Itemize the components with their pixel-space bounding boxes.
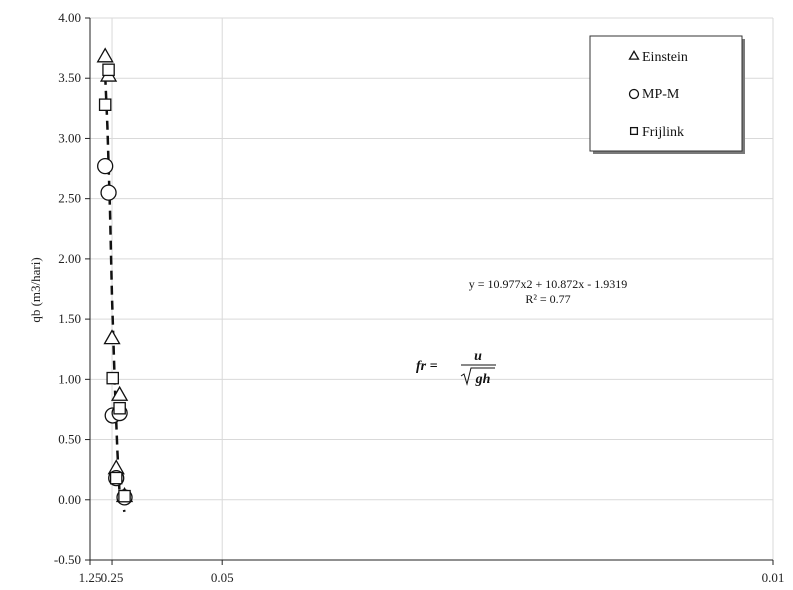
formula-denominator: gh — [475, 372, 491, 387]
trendline-path — [103, 75, 126, 513]
legend-marker-mp-m — [628, 88, 640, 100]
y-tick-label: 1.50 — [58, 311, 81, 326]
legend-label-einstein: Einstein — [642, 50, 688, 65]
mp-m-point — [100, 184, 117, 201]
x-tick-label: 0.25 — [101, 570, 124, 585]
formula-numerator: u — [474, 349, 482, 364]
legend-marker-frijlink — [629, 126, 639, 136]
legend-marker-einstein — [628, 49, 640, 60]
formula-lhs: fr = — [416, 359, 438, 374]
x-tick-label: 1.25 — [79, 570, 102, 585]
y-tick-label: 0.00 — [58, 492, 81, 507]
frijlink-point — [106, 371, 119, 385]
trendline-equation: y = 10.977x2 + 10.872x - 1.9319 — [469, 277, 628, 291]
sqrt-sign — [460, 367, 495, 386]
x-tick-label: 0.01 — [762, 570, 785, 585]
y-tick-label: -0.50 — [54, 552, 81, 567]
frijlink-point — [98, 98, 112, 111]
legend-label-frijlink: Frijlink — [642, 125, 684, 140]
froude-formula: fr = u gh — [416, 349, 496, 387]
frijlink-point — [102, 63, 115, 77]
einstein-point — [110, 385, 129, 401]
y-tick-label: 0.50 — [58, 432, 81, 447]
frijlink-point — [113, 401, 126, 415]
frijlink-point — [118, 489, 131, 503]
y-tick-label: 4.00 — [58, 10, 81, 25]
legend: Einstein MP-M Frijlink — [589, 35, 745, 154]
y-tick-label: 1.00 — [58, 371, 81, 386]
x-tick-label: 0.05 — [211, 570, 234, 585]
einstein-point — [96, 47, 114, 63]
y-axis-title: qb (m3/hari) — [28, 257, 43, 322]
y-tick-label: 2.00 — [58, 251, 81, 266]
trendline-r-squared: R² = 0.77 — [525, 292, 570, 306]
mp-m-point — [97, 157, 114, 175]
data-points — [96, 47, 134, 506]
axes: -0.50 0.00 0.50 1.00 1.50 2.00 2.50 3.00 3.50 4.0… — [54, 10, 784, 585]
frijlink-point — [109, 471, 123, 485]
y-tick-label: 3.00 — [58, 130, 81, 145]
legend-box — [589, 35, 743, 152]
y-tick-label: 3.50 — [58, 70, 81, 85]
einstein-point — [103, 329, 121, 345]
trendline — [103, 75, 126, 513]
legend-label-mp-m: MP-M — [642, 87, 680, 102]
y-tick-label: 2.50 — [58, 191, 81, 206]
